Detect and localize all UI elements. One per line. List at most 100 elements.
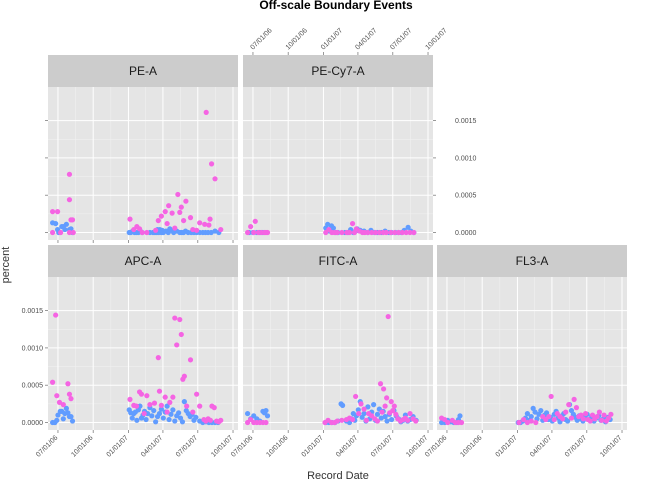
data-point-high (56, 399, 63, 405)
data-point-low (538, 407, 544, 414)
data-point-high (66, 197, 73, 203)
y-tick-label: 0.0010 (455, 155, 477, 162)
x-tick-label: 07/01/06 (35, 434, 59, 458)
data-point-high (596, 409, 603, 415)
data-point-high (407, 410, 413, 417)
data-point-high (207, 216, 213, 222)
data-point-high (399, 229, 405, 236)
data-point-low (263, 407, 269, 414)
data-point-high (174, 342, 180, 348)
x-tick-label: 04/01/07 (335, 434, 359, 458)
data-point-high (69, 217, 76, 223)
y-tick-label: 0.0005 (22, 383, 44, 390)
facet-strip-label: APC-A (125, 254, 162, 268)
data-point-high (156, 388, 163, 394)
data-point-low (543, 410, 550, 416)
data-point-high (528, 418, 534, 424)
x-tick-label: 07/01/07 (564, 434, 588, 458)
x-tick-label: 07/01/06 (230, 434, 254, 458)
x-tick-label: 04/01/07 (354, 27, 378, 51)
data-point-high (183, 198, 189, 204)
data-point-high (202, 221, 208, 227)
data-point-high (144, 229, 150, 236)
data-point-high (147, 402, 153, 408)
data-point-high (49, 379, 56, 385)
data-point-high (177, 316, 183, 323)
data-point-high (580, 416, 586, 422)
data-point-high (66, 391, 73, 397)
data-point-high (339, 417, 345, 423)
data-point-low (382, 413, 388, 420)
data-point-high (187, 357, 194, 363)
data-point-high (361, 406, 367, 412)
y-axis-title: percent (0, 247, 12, 284)
x-tick-label: 01/01/07 (301, 434, 325, 458)
data-point-high (54, 393, 60, 399)
data-point-low (158, 406, 164, 412)
data-point-high (208, 161, 215, 167)
data-point-high (458, 419, 465, 426)
data-point-low (528, 413, 534, 420)
data-point-low (181, 399, 187, 405)
data-point-low (62, 226, 68, 233)
data-point-high (167, 399, 173, 405)
data-point-high (388, 229, 394, 236)
data-point-low (63, 221, 69, 227)
data-point-high (49, 209, 56, 215)
data-point-low (170, 407, 176, 413)
data-point-high (187, 215, 194, 221)
data-point-high (390, 407, 396, 414)
data-point-high (53, 312, 59, 318)
data-point-high (207, 417, 214, 423)
y-tick-label: 0.0005 (455, 193, 477, 200)
x-tick-label: 10/01/06 (285, 27, 309, 51)
data-point-high (379, 409, 385, 415)
data-point-high (49, 229, 56, 236)
x-tick-label: 01/01/07 (495, 434, 519, 458)
data-point-high (177, 209, 183, 215)
data-point-low (339, 402, 346, 408)
data-point-high (181, 217, 187, 224)
facet-fitc-a: FITC-A 07/01/06 10/01/06 01/01/07 04/01/07 07… (230, 245, 433, 459)
x-tick-label: 10/01/07 (424, 27, 448, 51)
facet-apc-a: APC-A 0.0000 0.0005 0.0010 0.0015 07/01/06 10/… (22, 245, 238, 459)
facet-pe-cy7-a: PE-Cy7-A 0.0000 0.0005 0.0010 0.0015 07/01/06… (243, 27, 477, 240)
facet-strip (48, 245, 238, 277)
data-point-high (353, 393, 359, 400)
data-point-high (194, 227, 200, 233)
data-point-high (380, 386, 387, 392)
data-point-high (162, 209, 168, 215)
data-point-high (363, 417, 369, 423)
facet-strip-label: PE-A (129, 64, 157, 78)
data-point-high (516, 419, 522, 426)
data-point-high (172, 315, 178, 321)
x-tick-label: 01/01/07 (320, 27, 344, 51)
y-tick-label: 0.0000 (22, 420, 44, 427)
data-point-high (181, 373, 187, 379)
data-point-high (411, 229, 417, 236)
data-point-low (179, 419, 186, 425)
data-point-high (144, 393, 150, 399)
data-point-high (377, 381, 384, 387)
facet-strip (243, 55, 433, 87)
data-point-high (138, 391, 145, 397)
data-point-low (244, 410, 251, 417)
facet-strip-label: FITC-A (319, 254, 358, 268)
data-point-low (384, 418, 390, 424)
data-point-high (356, 410, 362, 417)
data-point-low (371, 402, 377, 408)
panel-background (243, 277, 433, 430)
data-point-high (164, 220, 170, 227)
x-tick-label: 04/01/07 (529, 434, 553, 458)
data-point-high (169, 210, 175, 216)
x-tick-label: 10/01/07 (599, 434, 623, 458)
data-point-high (445, 419, 451, 426)
data-point-high (151, 400, 158, 406)
data-point-high (65, 381, 71, 387)
x-tick-label: 07/01/07 (389, 27, 413, 51)
data-point-high (68, 396, 74, 402)
facet-strip (437, 245, 627, 277)
x-axis-title: Record Date (307, 470, 369, 480)
data-point-high (211, 405, 217, 411)
